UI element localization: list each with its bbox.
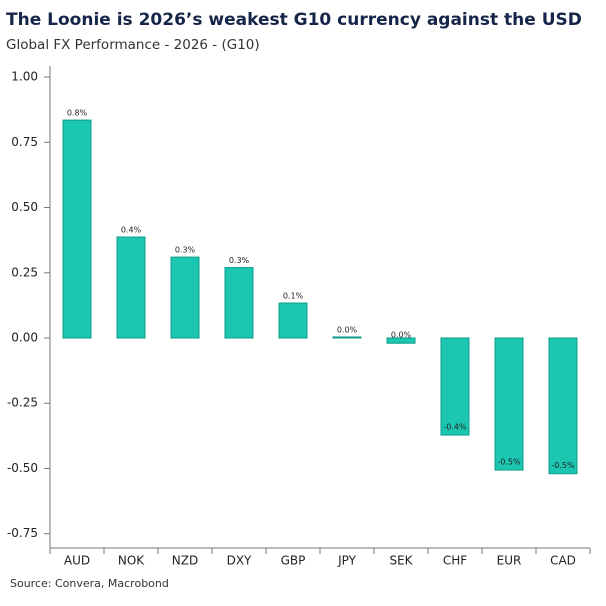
chart-subtitle: Global FX Performance - 2026 - (G10) [6,37,260,53]
value-label: 0.0% [391,331,412,340]
value-label: -0.5% [551,461,575,470]
value-label: 0.4% [121,226,142,235]
bar [224,267,254,339]
value-label: 0.3% [229,256,250,265]
bar [116,236,146,339]
y-tick-label: -0.50 [7,461,38,475]
bar [548,337,578,475]
y-tick-label: 0.75 [11,135,38,149]
x-tick-label: NZD [172,554,198,568]
x-tick-label: NOK [118,554,145,568]
bar [386,337,416,344]
x-tick-label: CAD [550,554,576,568]
x-tick-label: EUR [497,554,522,568]
value-label: 0.0% [337,325,358,334]
value-label: 0.1% [283,292,304,301]
y-tick-label: 0.00 [11,331,38,345]
chart-title: The Loonie is 2026’s weakest G10 currenc… [6,10,582,30]
bar [494,337,524,471]
y-tick-label: 0.25 [11,265,38,279]
y-tick-label: -0.25 [7,396,38,410]
value-label: 0.3% [175,246,196,255]
value-label: 0.8% [67,109,88,118]
bar [278,302,308,339]
x-tick-label: DXY [227,554,252,568]
x-tick-label: CHF [443,554,467,568]
bar [440,337,470,436]
bar [332,336,362,339]
y-tick-label: -0.75 [7,526,38,540]
y-tick-label: 1.00 [11,70,38,84]
x-tick-label: SEK [389,554,413,568]
bar [62,119,92,339]
value-label: -0.5% [497,458,521,467]
x-tick-label: GBP [281,554,306,568]
x-tick-label: JPY [337,554,357,568]
value-label: -0.4% [443,423,467,432]
bar [170,256,200,339]
source-note: Source: Convera, Macrobond [10,577,169,590]
y-tick-label: 0.50 [11,200,38,214]
x-tick-label: AUD [64,554,90,568]
